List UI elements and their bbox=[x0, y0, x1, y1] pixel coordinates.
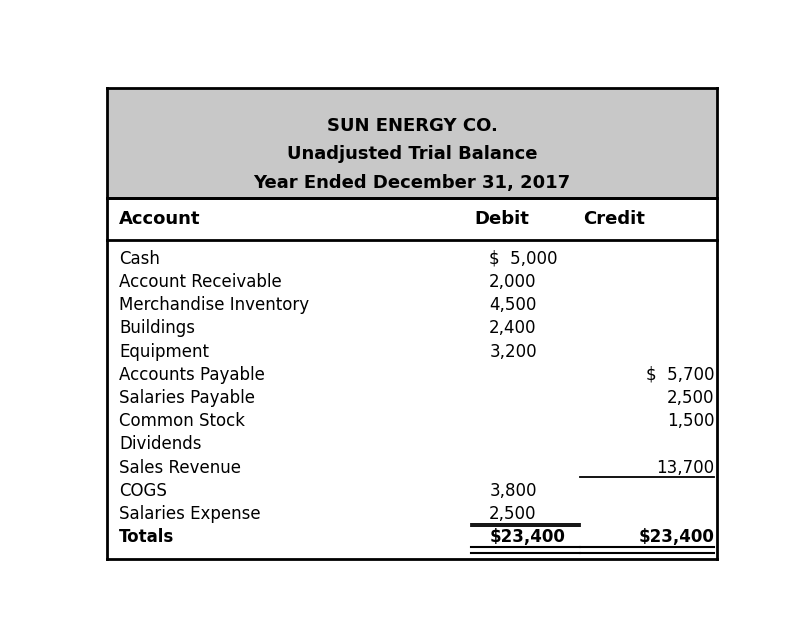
Text: Salaries Expense: Salaries Expense bbox=[119, 505, 260, 523]
Text: COGS: COGS bbox=[119, 482, 167, 500]
Text: Credit: Credit bbox=[583, 210, 645, 228]
Text: 3,200: 3,200 bbox=[488, 342, 536, 361]
Text: Accounts Payable: Accounts Payable bbox=[119, 366, 265, 384]
Text: 2,500: 2,500 bbox=[666, 389, 713, 407]
Text: Cash: Cash bbox=[119, 250, 160, 268]
Text: $23,400: $23,400 bbox=[638, 528, 713, 546]
Text: Totals: Totals bbox=[119, 528, 174, 546]
Bar bbox=[107, 198, 716, 240]
Text: 4,500: 4,500 bbox=[488, 296, 536, 314]
Text: 2,500: 2,500 bbox=[488, 505, 536, 523]
Text: SUN ENERGY CO.: SUN ENERGY CO. bbox=[326, 117, 497, 135]
Text: Common Stock: Common Stock bbox=[119, 412, 245, 430]
Text: Buildings: Buildings bbox=[119, 319, 195, 337]
Text: Merchandise Inventory: Merchandise Inventory bbox=[119, 296, 309, 314]
Text: 3,800: 3,800 bbox=[488, 482, 536, 500]
Text: 13,700: 13,700 bbox=[655, 458, 713, 476]
Text: Account Receivable: Account Receivable bbox=[119, 273, 282, 291]
Text: Account: Account bbox=[119, 210, 201, 228]
Text: Year Ended December 31, 2017: Year Ended December 31, 2017 bbox=[253, 174, 570, 192]
Text: Dividends: Dividends bbox=[119, 435, 202, 453]
Text: Unadjusted Trial Balance: Unadjusted Trial Balance bbox=[287, 146, 536, 163]
Text: $  5,000: $ 5,000 bbox=[488, 250, 557, 268]
Text: $  5,700: $ 5,700 bbox=[645, 366, 713, 384]
Text: Equipment: Equipment bbox=[119, 342, 209, 361]
Text: Sales Revenue: Sales Revenue bbox=[119, 458, 241, 476]
Text: 2,400: 2,400 bbox=[488, 319, 536, 337]
Text: $23,400: $23,400 bbox=[488, 528, 565, 546]
Text: 1,500: 1,500 bbox=[666, 412, 713, 430]
Text: Debit: Debit bbox=[474, 210, 528, 228]
Text: Salaries Payable: Salaries Payable bbox=[119, 389, 255, 407]
Text: 2,000: 2,000 bbox=[488, 273, 536, 291]
